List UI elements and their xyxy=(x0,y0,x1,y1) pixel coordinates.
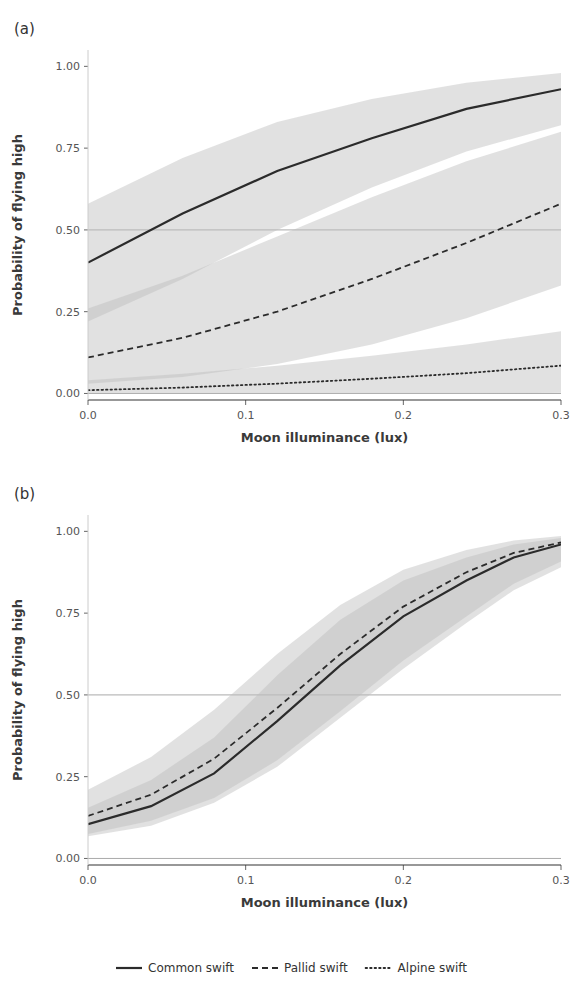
x-tick xyxy=(403,865,404,870)
legend-label: Alpine swift xyxy=(398,961,468,975)
legend: Common swift Pallid swift Alpine swift xyxy=(116,961,467,975)
y-tick xyxy=(84,776,88,777)
legend-item: Common swift xyxy=(116,961,234,975)
y-tick-label: 0.50 xyxy=(56,224,81,237)
y-tick xyxy=(84,229,88,230)
y-tick-label: 0.75 xyxy=(56,142,81,155)
panel: (a) 0.00 0.25 0.50 0.75 1.00 0.0 0.1 0.2 0.3 Moon … xyxy=(10,20,570,445)
legend-label: Pallid swift xyxy=(284,961,348,975)
x-tick xyxy=(245,865,246,870)
confidence-band xyxy=(88,331,561,393)
legend-item: Pallid swift xyxy=(252,961,348,975)
y-tick-label: 0.00 xyxy=(56,387,81,400)
legend-item: Alpine swift xyxy=(366,961,468,975)
reference-line xyxy=(88,858,561,859)
y-tick-label: 0.50 xyxy=(56,689,81,702)
y-tick xyxy=(84,531,88,532)
panel-label: (a) xyxy=(14,20,35,38)
confidence-band xyxy=(88,536,561,834)
plot-area xyxy=(88,73,561,394)
chart: (a) 0.00 0.25 0.50 0.75 1.00 0.0 0.1 0.2 0.3 Moon … xyxy=(0,0,583,1000)
x-tick-label: 0.2 xyxy=(395,874,413,887)
x-tick xyxy=(561,400,562,405)
y-tick xyxy=(84,66,88,67)
legend-label: Common swift xyxy=(148,961,234,975)
x-tick-label: 0.3 xyxy=(552,409,570,422)
series-line xyxy=(88,204,561,358)
y-axis-line xyxy=(88,515,89,865)
y-tick-label: 1.00 xyxy=(56,525,81,538)
y-axis-title: Probability of flying high xyxy=(10,134,25,316)
x-tick-label: 0.0 xyxy=(79,409,97,422)
x-axis-line xyxy=(88,399,561,400)
y-tick xyxy=(84,613,88,614)
legend-swatch xyxy=(252,967,278,969)
y-tick-label: 0.75 xyxy=(56,607,81,620)
x-tick-label: 0.1 xyxy=(237,874,255,887)
y-tick xyxy=(84,694,88,695)
x-tick xyxy=(245,400,246,405)
series-line xyxy=(88,542,561,815)
x-tick xyxy=(561,865,562,870)
series-line xyxy=(88,89,561,262)
x-tick-label: 0.3 xyxy=(552,874,570,887)
x-axis-title: Moon illuminance (lux) xyxy=(241,430,409,445)
panel: (b) 0.00 0.25 0.50 0.75 1.00 0.0 0.1 0.2 0.3 Moon … xyxy=(10,485,570,910)
y-tick-label: 1.00 xyxy=(56,60,81,73)
y-tick-label: 0.00 xyxy=(56,852,81,865)
legend-swatch xyxy=(366,967,392,969)
plot-area xyxy=(88,536,561,859)
y-tick-label: 0.25 xyxy=(56,771,81,784)
x-tick xyxy=(88,865,89,870)
background xyxy=(0,0,583,1000)
y-tick xyxy=(84,311,88,312)
x-tick xyxy=(88,400,89,405)
x-tick-label: 0.2 xyxy=(395,409,413,422)
y-tick xyxy=(84,148,88,149)
legend-swatch xyxy=(116,967,142,969)
y-tick xyxy=(84,393,88,394)
x-axis-title: Moon illuminance (lux) xyxy=(241,895,409,910)
series-line xyxy=(88,544,561,824)
x-tick-label: 0.0 xyxy=(79,874,97,887)
x-axis-line xyxy=(88,864,561,865)
y-tick xyxy=(84,858,88,859)
panel-label: (b) xyxy=(14,485,35,503)
y-axis-title: Probability of flying high xyxy=(10,599,25,781)
series-line xyxy=(88,366,561,391)
y-tick-label: 0.25 xyxy=(56,306,81,319)
x-tick xyxy=(403,400,404,405)
y-axis-line xyxy=(88,50,89,400)
x-tick-label: 0.1 xyxy=(237,409,255,422)
